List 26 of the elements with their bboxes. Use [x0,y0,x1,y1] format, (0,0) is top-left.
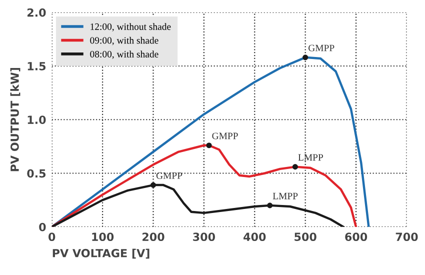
x-tick-label: 0 [48,232,56,242]
x-tick-label: 500 [294,232,316,242]
point [150,182,156,188]
y-tick-label: 0 [39,222,46,232]
y-tick-label: 1.0 [28,116,46,124]
annotation: GMPP [156,172,182,179]
y-tick-label: 1.5 [28,62,46,70]
x-tick-label: 600 [345,232,368,242]
x-tick-label: 400 [244,232,266,242]
annotation: GMPP [212,132,238,140]
y-tick-label: 2.0 [27,8,46,17]
y-tick-label: 0.5 [27,169,46,178]
x-tick-label: 700 [396,232,418,242]
point [267,202,273,208]
x-tick-label: 300 [193,232,216,242]
annotation: LMPP [298,154,323,161]
legend-label: 12:00, without shade [90,23,171,32]
annotation: LMPP [272,192,298,200]
y-axis-title: PV OUTPUT [kW] [10,68,20,172]
x-tick-label: 100 [92,232,114,242]
legend-label: 08:00, with shade [90,50,158,59]
line-series [52,182,344,227]
legend-label: 09:00, with shade [90,36,158,46]
x-axis-title: PV VOLTAGE [V] [52,248,150,259]
annotation: GMPP [308,44,334,52]
x-tick-label: 200 [142,232,164,242]
